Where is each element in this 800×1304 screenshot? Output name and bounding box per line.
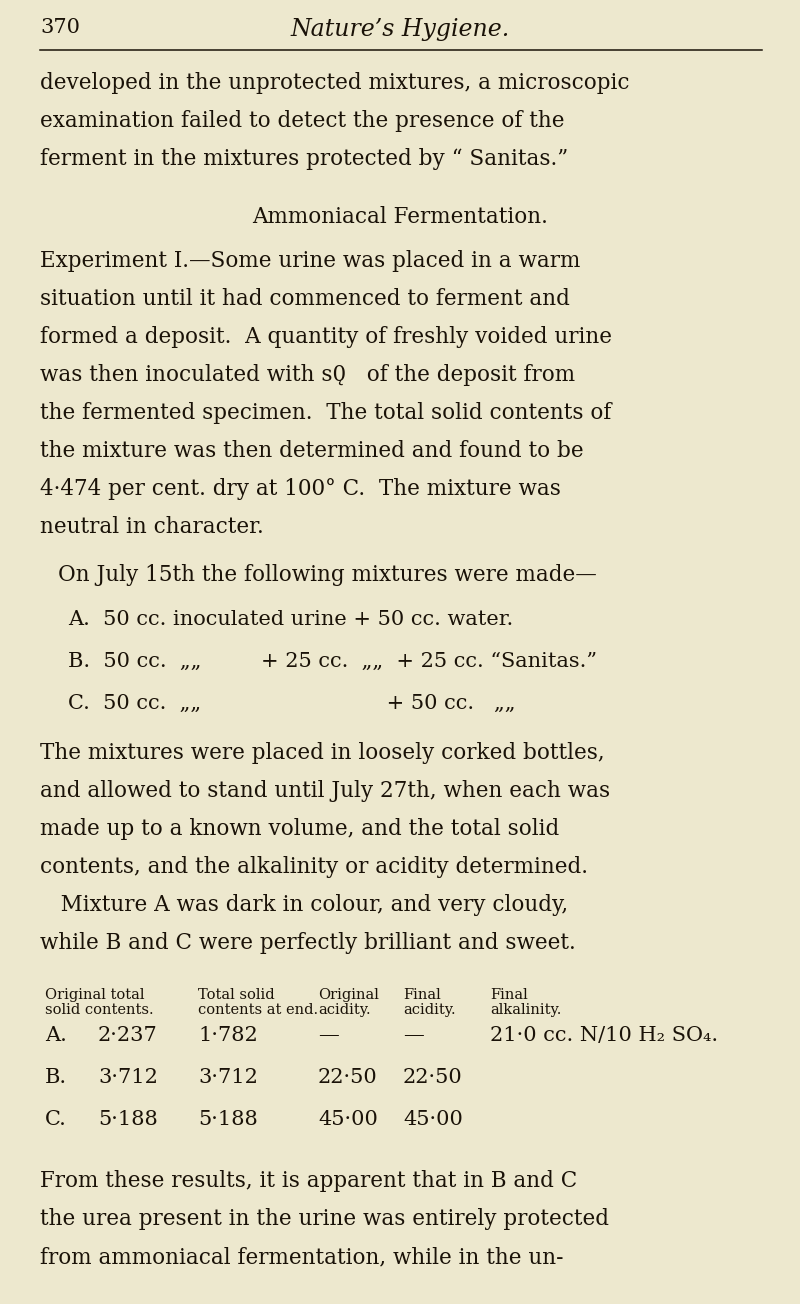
Text: A.: A. [45,1026,67,1045]
Text: 22·50: 22·50 [403,1068,462,1088]
Text: and allowed to stand until July 27th, when each was: and allowed to stand until July 27th, wh… [40,780,610,802]
Text: while B and C were perfectly brilliant and sweet.: while B and C were perfectly brilliant a… [40,932,576,955]
Text: Nature’s Hygiene.: Nature’s Hygiene. [290,18,510,40]
Text: formed a deposit.  A quantity of freshly voided urine: formed a deposit. A quantity of freshly … [40,326,612,348]
Text: ferment in the mixtures protected by “ Sanitas.”: ferment in the mixtures protected by “ S… [40,147,568,170]
Text: C.: C. [45,1110,67,1129]
Text: Final: Final [490,988,528,1001]
Text: Original: Original [318,988,379,1001]
Text: developed in the unprotected mixtures, a microscopic: developed in the unprotected mixtures, a… [40,72,630,94]
Text: 45·00: 45·00 [403,1110,463,1129]
Text: C.  50 cc.  „„                            + 50 cc.   „„: C. 50 cc. „„ + 50 cc. „„ [68,694,515,713]
Text: —: — [318,1026,338,1045]
Text: —: — [403,1026,424,1045]
Text: Ammoniacal Fermentation.: Ammoniacal Fermentation. [252,206,548,228]
Text: From these results, it is apparent that in B and C: From these results, it is apparent that … [40,1170,578,1192]
Text: made up to a known volume, and the total solid: made up to a known volume, and the total… [40,818,559,840]
Text: A.  50 cc. inoculated urine + 50 cc. water.: A. 50 cc. inoculated urine + 50 cc. wate… [68,610,514,629]
Text: The mixtures were placed in loosely corked bottles,: The mixtures were placed in loosely cork… [40,742,605,764]
Text: alkalinity.: alkalinity. [490,1003,562,1017]
Text: 3·712: 3·712 [98,1068,158,1088]
Text: acidity.: acidity. [403,1003,456,1017]
Text: Experiment I.—Some urine was placed in a warm: Experiment I.—Some urine was placed in a… [40,250,580,273]
Text: 2·237: 2·237 [98,1026,158,1045]
Text: 5·188: 5·188 [198,1110,258,1129]
Text: the fermented specimen.  The total solid contents of: the fermented specimen. The total solid … [40,402,611,424]
Text: Final: Final [403,988,441,1001]
Text: 370: 370 [40,18,80,37]
Text: 21·0 cc. N/10 H₂ SO₄.: 21·0 cc. N/10 H₂ SO₄. [490,1026,718,1045]
Text: 45·00: 45·00 [318,1110,378,1129]
Text: was then inoculated with s0̨   of the deposit from: was then inoculated with s0̨ of the depo… [40,364,575,386]
Text: contents, and the alkalinity or acidity determined.: contents, and the alkalinity or acidity … [40,855,588,878]
Text: acidity.: acidity. [318,1003,370,1017]
Text: B.: B. [45,1068,67,1088]
Text: contents at end.: contents at end. [198,1003,318,1017]
Text: Total solid: Total solid [198,988,274,1001]
Text: Original total: Original total [45,988,145,1001]
Text: 3·712: 3·712 [198,1068,258,1088]
Text: the mixture was then determined and found to be: the mixture was then determined and foun… [40,439,584,462]
Text: examination failed to detect the presence of the: examination failed to detect the presenc… [40,110,565,132]
Text: Mixture A was dark in colour, and very cloudy,: Mixture A was dark in colour, and very c… [40,895,568,915]
Text: situation until it had commenced to ferment and: situation until it had commenced to ferm… [40,288,570,310]
Text: from ammoniacal fermentation, while in the un-: from ammoniacal fermentation, while in t… [40,1247,563,1267]
Text: the urea present in the urine was entirely protected: the urea present in the urine was entire… [40,1208,609,1230]
Text: neutral in character.: neutral in character. [40,516,264,539]
Text: On July 15th the following mixtures were made—: On July 15th the following mixtures were… [58,565,597,585]
Text: B.  50 cc.  „„         + 25 cc.  „„  + 25 cc. “Sanitas.”: B. 50 cc. „„ + 25 cc. „„ + 25 cc. “Sanit… [68,652,597,672]
Text: 22·50: 22·50 [318,1068,378,1088]
Text: 1·782: 1·782 [198,1026,258,1045]
Text: 4·474 per cent. dry at 100° C.  The mixture was: 4·474 per cent. dry at 100° C. The mixtu… [40,479,561,499]
Text: solid contents.: solid contents. [45,1003,154,1017]
Text: 5·188: 5·188 [98,1110,158,1129]
